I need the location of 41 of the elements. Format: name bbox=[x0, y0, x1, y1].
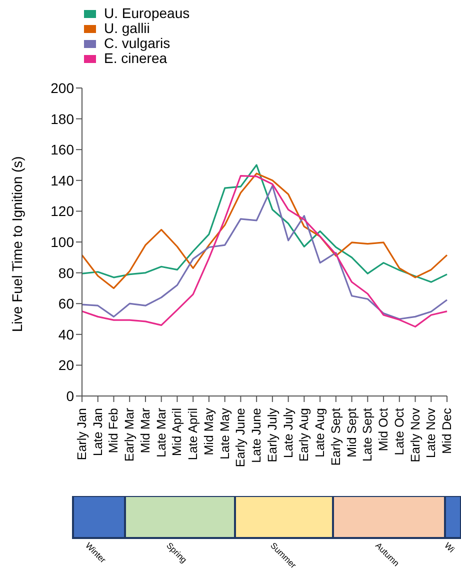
x-tick-label: Late June bbox=[250, 408, 264, 463]
x-tick-label: Late Oct bbox=[392, 407, 406, 456]
y-tick-label: 140 bbox=[50, 172, 74, 188]
text: Wi bbox=[442, 540, 457, 554]
legend-label: U. gallii bbox=[104, 20, 150, 36]
x-tick-label: Late Aug bbox=[313, 408, 328, 458]
x-tick-label: Late July bbox=[281, 407, 296, 458]
y-tick-label: 100 bbox=[50, 234, 74, 250]
legend-label: U. Europeaus bbox=[104, 5, 190, 21]
y-tick-label: 0 bbox=[66, 388, 74, 404]
x-tick-label: Mid April bbox=[170, 408, 184, 456]
x-tick-label: Late April bbox=[186, 408, 200, 460]
y-tick-label: 160 bbox=[50, 142, 74, 158]
y-axis-title: Live Fuel Time to Ignition (s) bbox=[8, 156, 25, 332]
x-tick-label: Late Nov bbox=[424, 407, 438, 458]
y-tick-label: 80 bbox=[58, 264, 74, 281]
x-tick-label: Early June bbox=[234, 408, 248, 468]
y-tick-label: 200 bbox=[50, 80, 74, 96]
y-tick-label: 20 bbox=[58, 357, 74, 374]
x-tick-label: Mid Sept bbox=[344, 407, 359, 458]
x-tick-label: Late Mar bbox=[154, 408, 168, 458]
y-tick-label: 40 bbox=[58, 326, 74, 342]
x-tick-label: Late Sept bbox=[360, 407, 375, 462]
y-tick-label: 60 bbox=[58, 296, 74, 312]
x-tick-label: Late May bbox=[218, 407, 232, 460]
y-tick-label: 120 bbox=[50, 203, 74, 220]
x-tick-label: Late Jan bbox=[90, 408, 105, 456]
x-tick-label: Mid Oct bbox=[376, 407, 391, 452]
legend-label: C. vulgaris bbox=[104, 35, 170, 51]
x-tick-label: Early Jan bbox=[75, 408, 89, 460]
x-tick-label: Early July bbox=[265, 407, 280, 462]
legend-label: E. cinerea bbox=[104, 50, 168, 66]
x-tick-label: Early Sept bbox=[328, 407, 343, 466]
x-tick-label: Early Nov bbox=[408, 407, 422, 462]
x-tick-label: Early Mar bbox=[122, 408, 137, 462]
x-tick-label: Mid Mar bbox=[138, 408, 152, 454]
x-tick-label: Early Aug bbox=[297, 408, 312, 462]
x-tick-label: Mid Feb bbox=[106, 408, 121, 454]
x-tick-label: Mid Dec bbox=[440, 408, 454, 454]
y-tick-label: 180 bbox=[50, 110, 74, 127]
x-tick-label: Mid May bbox=[202, 407, 216, 456]
